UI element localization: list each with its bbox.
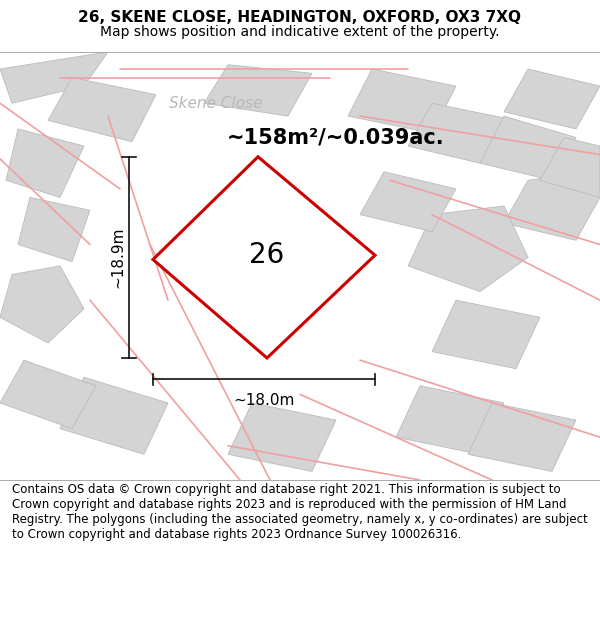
- Polygon shape: [504, 172, 600, 240]
- Text: ~158m²/~0.039ac.: ~158m²/~0.039ac.: [227, 127, 445, 148]
- Polygon shape: [0, 360, 96, 429]
- Polygon shape: [48, 78, 156, 142]
- Polygon shape: [6, 129, 84, 198]
- Polygon shape: [18, 198, 90, 262]
- Polygon shape: [360, 172, 456, 232]
- Polygon shape: [504, 69, 600, 129]
- Polygon shape: [408, 206, 528, 292]
- Polygon shape: [396, 386, 504, 454]
- Polygon shape: [204, 65, 312, 116]
- Polygon shape: [60, 378, 168, 454]
- Polygon shape: [432, 300, 540, 369]
- Polygon shape: [0, 266, 84, 343]
- Polygon shape: [540, 138, 600, 198]
- Text: ~18.0m: ~18.0m: [233, 393, 295, 408]
- Polygon shape: [153, 157, 375, 358]
- Polygon shape: [480, 116, 576, 180]
- Polygon shape: [348, 69, 456, 133]
- Text: Contains OS data © Crown copyright and database right 2021. This information is : Contains OS data © Crown copyright and d…: [12, 483, 588, 541]
- Polygon shape: [0, 52, 108, 103]
- Polygon shape: [408, 103, 516, 163]
- Text: Skene Close: Skene Close: [169, 96, 263, 111]
- Polygon shape: [468, 403, 576, 471]
- Text: ~18.9m: ~18.9m: [111, 227, 126, 288]
- Polygon shape: [228, 403, 336, 471]
- Text: Map shows position and indicative extent of the property.: Map shows position and indicative extent…: [100, 25, 500, 39]
- Text: 26: 26: [250, 241, 284, 269]
- Text: 26, SKENE CLOSE, HEADINGTON, OXFORD, OX3 7XQ: 26, SKENE CLOSE, HEADINGTON, OXFORD, OX3…: [79, 11, 521, 26]
